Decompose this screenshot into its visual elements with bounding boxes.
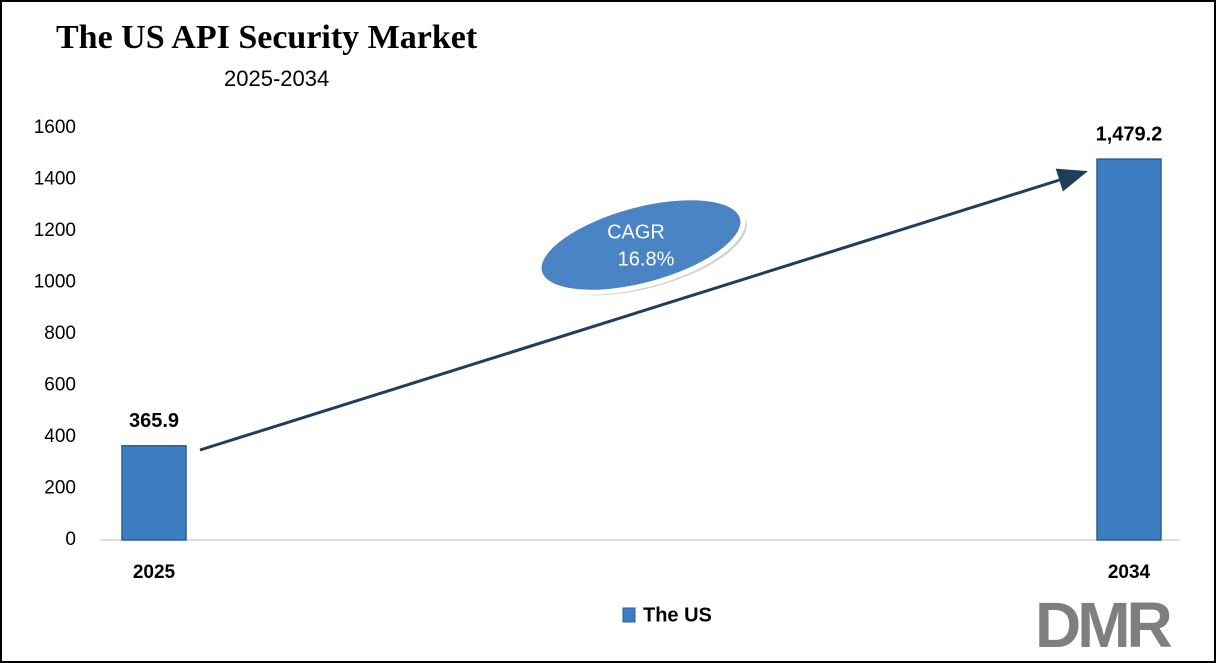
data-label: 365.9 <box>129 410 179 432</box>
cagr-badge <box>536 195 747 296</box>
y-tick-label: 400 <box>44 426 76 447</box>
cagr-arrow <box>199 168 1088 452</box>
y-tick-label: 0 <box>65 529 76 550</box>
legend-label: The US <box>643 604 712 626</box>
annotation: CAGR <box>607 221 665 243</box>
y-tick-label: 200 <box>44 478 76 499</box>
y-tick-label: 1000 <box>34 272 76 293</box>
x-tick-label: 2025 <box>133 562 176 583</box>
logo: DMR <box>1035 589 1172 661</box>
y-tick-label: 800 <box>44 323 76 344</box>
y-tick-label: 1200 <box>34 220 76 241</box>
bar <box>1096 158 1162 541</box>
y-tick-label: 1400 <box>34 169 76 190</box>
chart-subtitle: 2025-2034 <box>224 66 329 91</box>
legend-swatch <box>622 607 636 623</box>
y-tick-label: 600 <box>44 375 76 396</box>
x-tick-label: 2034 <box>1108 562 1151 583</box>
bar <box>121 445 187 541</box>
y-tick-label: 1600 <box>34 117 76 138</box>
chart-title: The US API Security Market <box>56 19 478 56</box>
data-label: 1,479.2 <box>1096 123 1163 145</box>
annotation: 16.8% <box>618 248 675 270</box>
